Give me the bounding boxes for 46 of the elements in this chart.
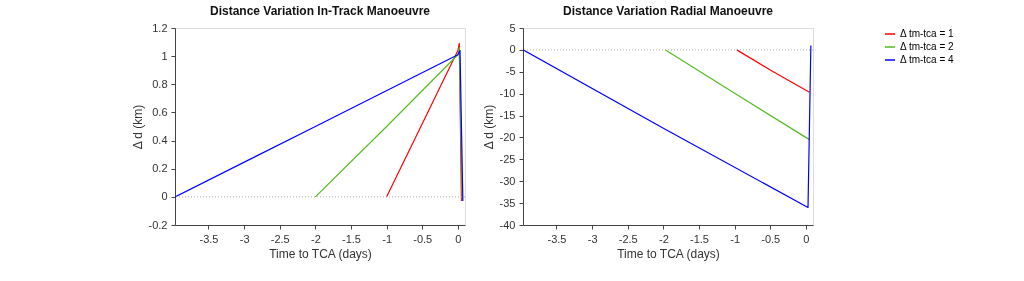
y-tick-label: 0.4 [152, 134, 168, 147]
x-tick-label: -2 [310, 232, 321, 245]
y-tick-label: -15 [499, 109, 516, 122]
y-tick-label: 0 [161, 190, 168, 203]
legend-label: Δ tm-tca = 4 [900, 54, 955, 65]
y-tick-label: -35 [499, 196, 516, 209]
x-axis-title: Time to TCA (days) [269, 246, 372, 261]
x-tick-label: -1.5 [690, 232, 709, 245]
y-tick-label: -5 [505, 65, 516, 78]
y-tick-label: -30 [499, 174, 516, 187]
y-tick-label: 1.2 [152, 21, 168, 34]
y-tick-label: -10 [499, 87, 516, 100]
x-tick-label: -2.5 [618, 232, 638, 245]
x-tick-label: 0 [455, 232, 462, 245]
y-axis-title: Δ d (km) [481, 104, 496, 150]
legend-label: Δ tm-tca = 2 [900, 41, 955, 52]
x-tick-label: 0 [803, 232, 810, 245]
y-tick-label: 0.2 [152, 162, 168, 175]
y-tick-label: 5 [509, 21, 516, 34]
legend-label: Δ tm-tca = 1 [900, 28, 955, 39]
y-axis-title: Δ d (km) [130, 104, 145, 150]
y-tick-label: -20 [499, 130, 516, 143]
x-tick-label: -1 [382, 232, 393, 245]
x-tick-label: -0.5 [761, 232, 781, 245]
x-tick-label: -3.5 [199, 232, 219, 245]
x-tick-label: -1.5 [342, 232, 361, 245]
y-tick-label: 0.8 [152, 77, 168, 90]
x-tick-label: -3.5 [547, 232, 567, 245]
y-tick-label: 0 [509, 43, 516, 56]
x-axis-title: Time to TCA (days) [617, 246, 720, 261]
x-tick-label: -3 [239, 232, 250, 245]
line-series [314, 47, 463, 201]
line-series [523, 44, 812, 209]
x-tick-label: -3 [587, 232, 598, 245]
line-series [175, 49, 464, 202]
chart-title: Distance Variation Radial Manoeuvre [562, 4, 774, 18]
x-tick-label: -0.5 [413, 232, 433, 245]
y-tick-label: 1 [161, 49, 168, 62]
x-tick-label: -2.5 [270, 232, 290, 245]
y-tick-label: 0.6 [152, 105, 168, 118]
x-tick-label: -1 [730, 232, 741, 245]
y-tick-label: -40 [499, 218, 516, 231]
y-tick-label: -0.2 [148, 218, 168, 231]
chart-title: Distance Variation In-Track Manoeuvre [209, 4, 431, 18]
y-tick-label: -25 [499, 152, 516, 165]
x-tick-label: -2 [658, 232, 669, 245]
